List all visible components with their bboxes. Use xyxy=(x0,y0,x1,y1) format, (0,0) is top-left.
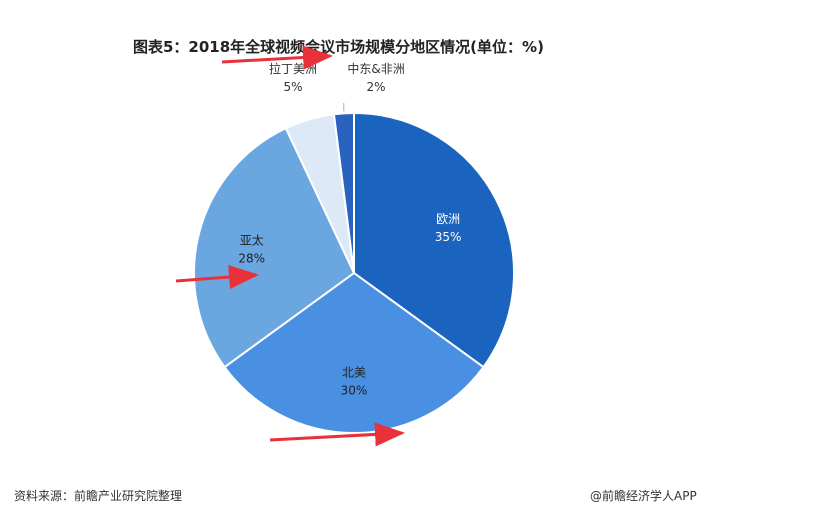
slice-name-label: 拉丁美洲 xyxy=(269,61,317,76)
source-note: 资料来源：前瞻产业研究院整理 xyxy=(14,489,183,503)
annotation-arrows xyxy=(175,45,405,447)
chart-title: 图表5：2018年全球视频会议市场规模分地区情况(单位：%) xyxy=(133,38,544,56)
slice-value-label: 28% xyxy=(238,252,265,266)
pie-slice xyxy=(332,111,355,274)
pie-slice xyxy=(193,126,356,369)
pie-slice xyxy=(223,271,485,434)
slice-name-label: 欧洲 xyxy=(436,212,460,226)
slice-name-label: 中东&非洲 xyxy=(347,61,404,76)
credit-note: @前瞻经济学人APP xyxy=(590,489,697,503)
slice-value-label: 5% xyxy=(283,80,302,94)
slice-name-label: 北美 xyxy=(342,366,366,380)
pie-slice xyxy=(353,111,515,369)
annotation-arrow-title xyxy=(221,45,333,70)
annotation-arrow-apac xyxy=(175,265,259,289)
slice-value-label: 35% xyxy=(435,230,462,244)
slice-value-label: 2% xyxy=(367,80,386,94)
annotation-arrow-na xyxy=(269,422,405,447)
slice-value-label: 30% xyxy=(341,384,368,398)
slice-name-label: 亚太 xyxy=(240,233,264,248)
